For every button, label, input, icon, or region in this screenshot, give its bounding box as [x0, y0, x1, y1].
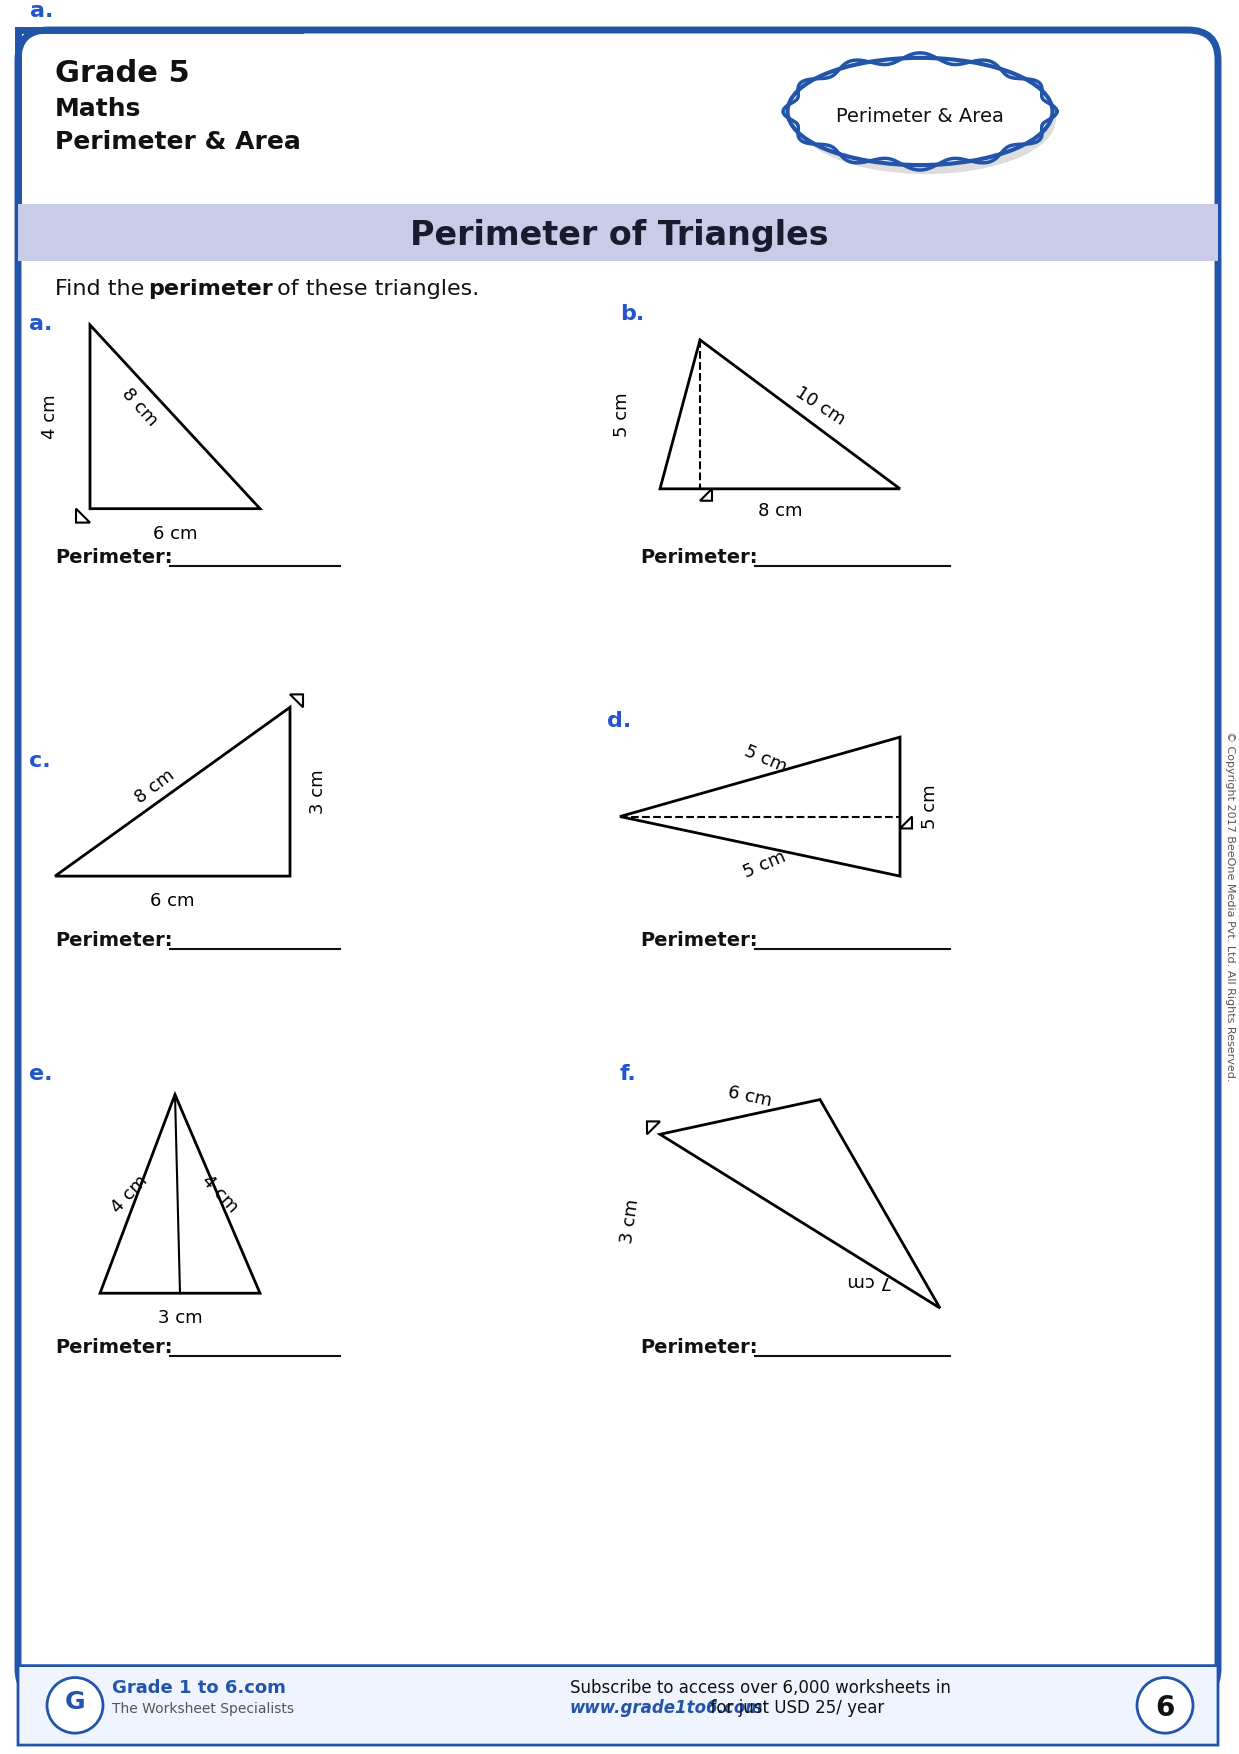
Text: 7 cm: 7 cm [847, 1272, 892, 1289]
Text: 6 cm: 6 cm [152, 524, 197, 542]
Text: f.: f. [620, 1063, 637, 1084]
Text: for just USD 25/ year: for just USD 25/ year [700, 1700, 885, 1717]
Text: Perimeter:: Perimeter: [55, 549, 172, 567]
Text: b.: b. [620, 303, 644, 324]
Text: Grade 5: Grade 5 [55, 58, 190, 88]
Text: 3 cm: 3 cm [157, 1308, 202, 1328]
Text: 5 cm: 5 cm [613, 393, 631, 437]
Text: perimeter: perimeter [147, 279, 273, 300]
Text: Subscribe to access over 6,000 worksheets in: Subscribe to access over 6,000 worksheet… [570, 1679, 950, 1698]
Text: 10 cm: 10 cm [792, 384, 849, 430]
Text: Perimeter:: Perimeter: [641, 549, 757, 567]
Text: The Worksheet Specialists: The Worksheet Specialists [112, 1703, 294, 1715]
Text: 5 cm: 5 cm [741, 847, 789, 881]
Text: www.grade1to6.com: www.grade1to6.com [570, 1700, 763, 1717]
Text: c.: c. [28, 751, 51, 772]
Text: d.: d. [607, 710, 631, 731]
Text: 6: 6 [1155, 1694, 1175, 1722]
FancyBboxPatch shape [19, 30, 1218, 1698]
Text: Grade 1 to 6.com: Grade 1 to 6.com [112, 1679, 286, 1698]
Text: 4 cm: 4 cm [41, 395, 59, 438]
Text: © Copyright 2017 BeeOne Media Pvt. Ltd. All Rights Reserved.: © Copyright 2017 BeeOne Media Pvt. Ltd. … [1225, 731, 1235, 1080]
Text: Find the: Find the [55, 279, 151, 300]
Text: 8 cm: 8 cm [758, 502, 802, 519]
Text: Maths: Maths [55, 98, 141, 121]
Text: G: G [64, 1691, 85, 1714]
Circle shape [47, 1677, 103, 1733]
Ellipse shape [795, 65, 1056, 174]
Text: a.: a. [30, 2, 53, 21]
Text: 3 cm: 3 cm [618, 1198, 642, 1245]
Text: 5 cm: 5 cm [921, 784, 939, 830]
FancyBboxPatch shape [19, 1666, 1218, 1745]
Text: 5 cm: 5 cm [741, 742, 789, 775]
Text: Perimeter of Triangles: Perimeter of Triangles [410, 219, 829, 253]
Text: 3 cm: 3 cm [309, 770, 327, 814]
Text: Perimeter:: Perimeter: [641, 931, 757, 949]
Text: of these triangles.: of these triangles. [270, 279, 479, 300]
Text: e.: e. [28, 1063, 52, 1084]
Text: Perimeter:: Perimeter: [55, 1338, 172, 1358]
Circle shape [1137, 1677, 1193, 1733]
Text: Perimeter:: Perimeter: [55, 931, 172, 949]
Ellipse shape [788, 58, 1052, 165]
Text: 6 cm: 6 cm [150, 893, 195, 910]
Text: 8 cm: 8 cm [119, 384, 161, 430]
FancyBboxPatch shape [19, 203, 1218, 261]
Text: Perimeter & Area: Perimeter & Area [836, 107, 1004, 126]
Text: 6 cm: 6 cm [726, 1084, 773, 1110]
Text: 4 cm: 4 cm [198, 1172, 242, 1216]
Text: Perimeter:: Perimeter: [641, 1338, 757, 1358]
Text: 4 cm: 4 cm [108, 1172, 152, 1216]
Text: Perimeter & Area: Perimeter & Area [55, 130, 301, 154]
Text: a.: a. [28, 314, 52, 333]
Text: 8 cm: 8 cm [131, 766, 177, 807]
